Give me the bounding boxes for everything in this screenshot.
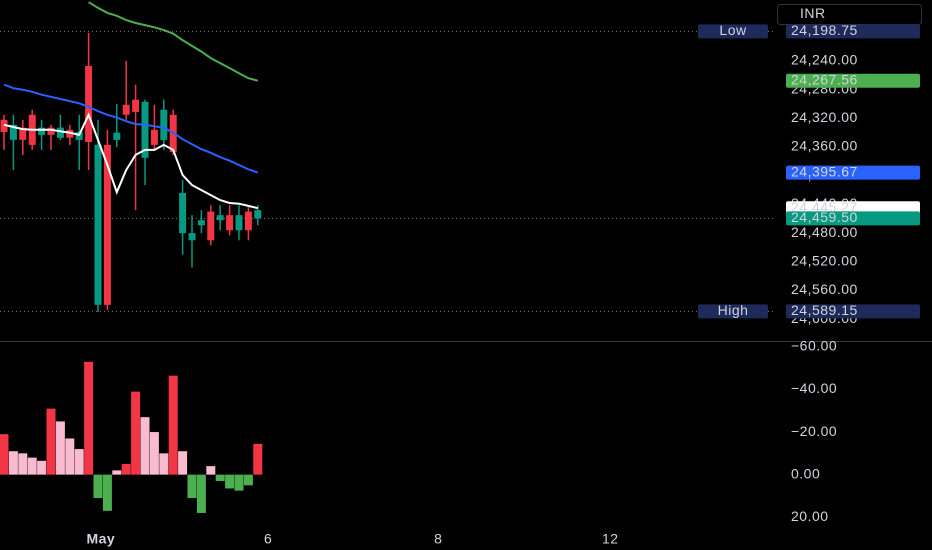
- histogram-bar: [196, 474, 206, 513]
- price-badge: [786, 24, 920, 39]
- y-tick-label: 24,480.00: [791, 224, 858, 240]
- price-badge-label: 24,198.75: [791, 22, 858, 38]
- histogram-bar: [149, 432, 159, 475]
- y-tick-label: 0.00: [791, 465, 820, 481]
- price-badge: [786, 73, 920, 88]
- histogram-bar: [243, 474, 253, 486]
- x-tick-label: May: [86, 531, 115, 547]
- histogram-bar: [102, 474, 112, 511]
- histogram-bar: [112, 470, 122, 475]
- candle-body: [160, 109, 168, 140]
- histogram-bar: [0, 434, 9, 475]
- marker-name-badge: [698, 304, 768, 319]
- candle-body: [132, 99, 140, 112]
- candle-body: [226, 215, 234, 231]
- candle-body: [38, 127, 46, 135]
- histogram-bar: [18, 453, 28, 475]
- x-tick-label: 8: [434, 531, 442, 547]
- y-tick-label: 24,240.00: [791, 52, 858, 68]
- histogram-bar: [140, 417, 150, 475]
- histogram-bar: [65, 438, 75, 475]
- marker-name: High: [718, 302, 749, 318]
- histogram-bar: [46, 408, 56, 475]
- price-badge-label: 24,395.67: [791, 163, 858, 179]
- ma-line: [3, 112, 259, 210]
- candle-body: [103, 144, 111, 305]
- histogram-bar: [74, 449, 84, 475]
- candle-body: [179, 192, 187, 234]
- y-tick-label: 24,320.00: [791, 109, 858, 125]
- marker-name: Low: [719, 22, 747, 38]
- price-badge-label: 24,445.27: [791, 199, 858, 215]
- y-tick-label: 24,520.00: [791, 253, 858, 269]
- candle-body: [150, 129, 158, 145]
- histogram-bar: [168, 375, 178, 475]
- y-tick-label: 20.00: [791, 508, 829, 524]
- y-tick-label: −60.00: [791, 338, 837, 354]
- candle-body: [19, 127, 27, 140]
- histogram-bar: [159, 453, 169, 475]
- x-tick-label: 6: [264, 531, 272, 547]
- histogram-bar: [27, 457, 37, 475]
- y-tick-label: 24,360.00: [791, 138, 858, 154]
- histogram-bar: [215, 474, 225, 482]
- histogram-bar: [234, 474, 244, 491]
- candle-body: [66, 129, 74, 138]
- y-tick-label: −20.00: [791, 423, 837, 439]
- histogram-bar: [84, 361, 94, 475]
- candle-body: [75, 131, 83, 140]
- histogram-bar: [93, 474, 103, 499]
- candle-body: [254, 210, 262, 219]
- ma-line: [88, 1, 259, 82]
- price-badge-label: 24,459.50: [791, 209, 858, 225]
- candle-body: [188, 233, 196, 241]
- candle-body: [85, 65, 93, 143]
- price-badge: [786, 211, 920, 226]
- price-badge: [786, 165, 920, 180]
- candle-body: [9, 124, 17, 140]
- candle-body: [0, 119, 8, 132]
- histogram-bar: [206, 466, 216, 475]
- candle-body: [122, 104, 130, 115]
- histogram-bar: [8, 451, 18, 475]
- histogram-bar: [55, 421, 65, 475]
- candle-body: [94, 144, 102, 305]
- price-badge-label: 24,267.56: [791, 71, 858, 87]
- candle-body: [244, 211, 252, 231]
- candle-body: [141, 101, 149, 158]
- candle-body: [197, 220, 205, 226]
- histogram-bar: [37, 460, 47, 475]
- histogram-bar: [121, 463, 131, 475]
- candle-body: [235, 215, 243, 231]
- histogram-bar: [178, 451, 188, 475]
- histogram-bar: [187, 474, 197, 499]
- y-tick-label: −40.00: [791, 380, 837, 396]
- y-tick-label: 24,560.00: [791, 281, 858, 297]
- price-badge-label: 24,589.15: [791, 302, 858, 318]
- candle-body: [56, 127, 64, 138]
- price-badge: [786, 304, 920, 319]
- candle-body: [47, 127, 55, 135]
- histogram-bar: [131, 391, 141, 475]
- histogram-bar: [253, 443, 263, 475]
- histogram-bar: [225, 474, 235, 489]
- marker-name-badge: [698, 24, 768, 39]
- currency: INR: [800, 5, 826, 21]
- x-tick-label: 12: [602, 531, 619, 547]
- candle-body: [207, 211, 215, 241]
- ma-line: [3, 83, 259, 174]
- candle-body: [216, 215, 224, 221]
- candle-body: [113, 132, 121, 140]
